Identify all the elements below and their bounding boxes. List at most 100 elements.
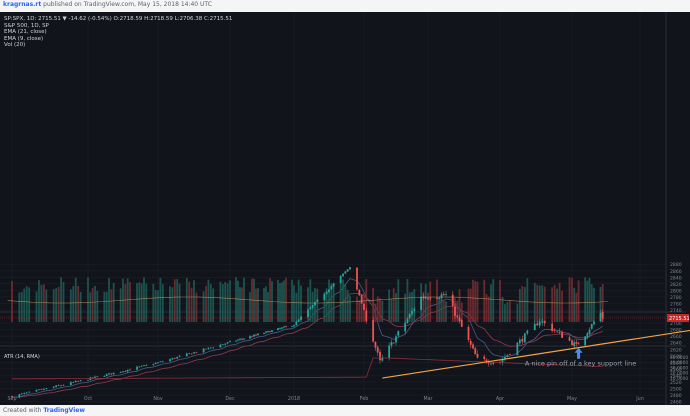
candle-body[interactable] xyxy=(469,340,472,345)
candle-body[interactable] xyxy=(72,382,75,383)
candle-body[interactable] xyxy=(193,352,195,354)
candle-body[interactable] xyxy=(281,327,283,329)
candle-body[interactable] xyxy=(40,388,43,390)
support-trendline[interactable] xyxy=(382,328,690,379)
candle-body[interactable] xyxy=(538,321,541,326)
candle-body[interactable] xyxy=(257,333,259,336)
candle-body[interactable] xyxy=(485,359,488,363)
candle-body[interactable] xyxy=(316,299,319,302)
candle-body[interactable] xyxy=(575,341,578,344)
candle-body[interactable] xyxy=(483,356,486,359)
candle-body[interactable] xyxy=(122,371,124,373)
candle-body[interactable] xyxy=(501,359,504,363)
candle-body[interactable] xyxy=(205,348,207,350)
candle-body[interactable] xyxy=(379,351,381,361)
candle-body[interactable] xyxy=(143,365,145,366)
candle-body[interactable] xyxy=(601,311,604,319)
candle-body[interactable] xyxy=(339,275,342,283)
candle-body[interactable] xyxy=(176,356,179,359)
candle-body[interactable] xyxy=(451,294,454,307)
candle-body[interactable] xyxy=(454,306,456,316)
candle-body[interactable] xyxy=(297,319,300,322)
candle-body[interactable] xyxy=(363,303,365,310)
candle-body[interactable] xyxy=(390,342,393,346)
candle-body[interactable] xyxy=(129,369,131,371)
candle-body[interactable] xyxy=(427,298,429,300)
candle-body[interactable] xyxy=(35,389,38,392)
candle-body[interactable] xyxy=(291,326,293,327)
candle-body[interactable] xyxy=(504,357,506,360)
candle-body[interactable] xyxy=(309,307,312,310)
candle-body[interactable] xyxy=(185,353,188,357)
candle-body[interactable] xyxy=(202,348,205,353)
candle-body[interactable] xyxy=(253,334,255,337)
candle-body[interactable] xyxy=(11,396,13,398)
candle-body[interactable] xyxy=(388,345,391,359)
candle-body[interactable] xyxy=(509,353,511,355)
candle-body[interactable] xyxy=(490,363,492,365)
candle-body[interactable] xyxy=(212,347,215,349)
candle-body[interactable] xyxy=(328,289,330,293)
candle-body[interactable] xyxy=(110,373,113,375)
candle-body[interactable] xyxy=(487,362,490,364)
candle-body[interactable] xyxy=(314,302,316,306)
candle-body[interactable] xyxy=(358,289,361,296)
candle-body[interactable] xyxy=(376,347,379,353)
candle-body[interactable] xyxy=(105,374,108,377)
author-name[interactable]: kragrnas.rt xyxy=(3,1,42,8)
candle-body[interactable] xyxy=(342,273,344,277)
candle-body[interactable] xyxy=(119,371,122,373)
candle-body[interactable] xyxy=(556,331,559,333)
candle-body[interactable] xyxy=(18,394,21,398)
candle-body[interactable] xyxy=(420,296,423,310)
candle-body[interactable] xyxy=(38,389,40,391)
candle-body[interactable] xyxy=(406,318,409,323)
candle-body[interactable] xyxy=(69,382,72,385)
candle-body[interactable] xyxy=(239,338,241,340)
candle-body[interactable] xyxy=(224,343,227,345)
chart-area[interactable]: 2440246024802500252025402560258026002620… xyxy=(0,12,690,412)
candle-body[interactable] xyxy=(285,326,287,328)
legend-vol[interactable]: Vol (20) xyxy=(4,42,26,49)
candle-body[interactable] xyxy=(404,322,407,332)
candle-body[interactable] xyxy=(171,358,174,360)
candle-body[interactable] xyxy=(474,348,477,355)
candle-body[interactable] xyxy=(229,341,231,342)
candle-body[interactable] xyxy=(533,323,536,331)
candle-body[interactable] xyxy=(458,317,461,322)
candle-body[interactable] xyxy=(62,384,65,386)
candle-body[interactable] xyxy=(159,361,162,363)
candle-body[interactable] xyxy=(221,344,224,346)
candle-body[interactable] xyxy=(112,372,115,374)
candle-body[interactable] xyxy=(249,336,251,339)
candle-body[interactable] xyxy=(255,334,257,336)
candle-body[interactable] xyxy=(237,339,239,341)
candle-body[interactable] xyxy=(374,342,377,348)
candle-body[interactable] xyxy=(209,347,212,349)
candle-body[interactable] xyxy=(436,298,438,299)
candle-body[interactable] xyxy=(413,309,416,311)
candle-body[interactable] xyxy=(23,392,26,394)
candle-body[interactable] xyxy=(349,267,351,270)
candle-body[interactable] xyxy=(541,321,544,323)
candle-body[interactable] xyxy=(226,342,229,344)
candle-body[interactable] xyxy=(590,324,593,329)
candle-body[interactable] xyxy=(154,362,157,365)
candle-body[interactable] xyxy=(558,331,561,333)
candle-body[interactable] xyxy=(295,321,298,326)
candle-body[interactable] xyxy=(243,338,245,340)
candle-body[interactable] xyxy=(543,320,546,324)
candle-body[interactable] xyxy=(77,381,80,382)
candle-body[interactable] xyxy=(265,331,267,333)
candle-body[interactable] xyxy=(526,330,529,334)
candle-body[interactable] xyxy=(279,328,281,330)
candle-body[interactable] xyxy=(440,294,443,298)
candle-body[interactable] xyxy=(518,339,521,344)
candle-body[interactable] xyxy=(323,293,326,301)
candle-body[interactable] xyxy=(219,344,222,348)
candle-body[interactable] xyxy=(263,333,265,334)
candle-body[interactable] xyxy=(126,369,129,372)
candle-body[interactable] xyxy=(74,380,77,383)
candle-body[interactable] xyxy=(445,294,447,296)
candle-body[interactable] xyxy=(300,316,302,320)
